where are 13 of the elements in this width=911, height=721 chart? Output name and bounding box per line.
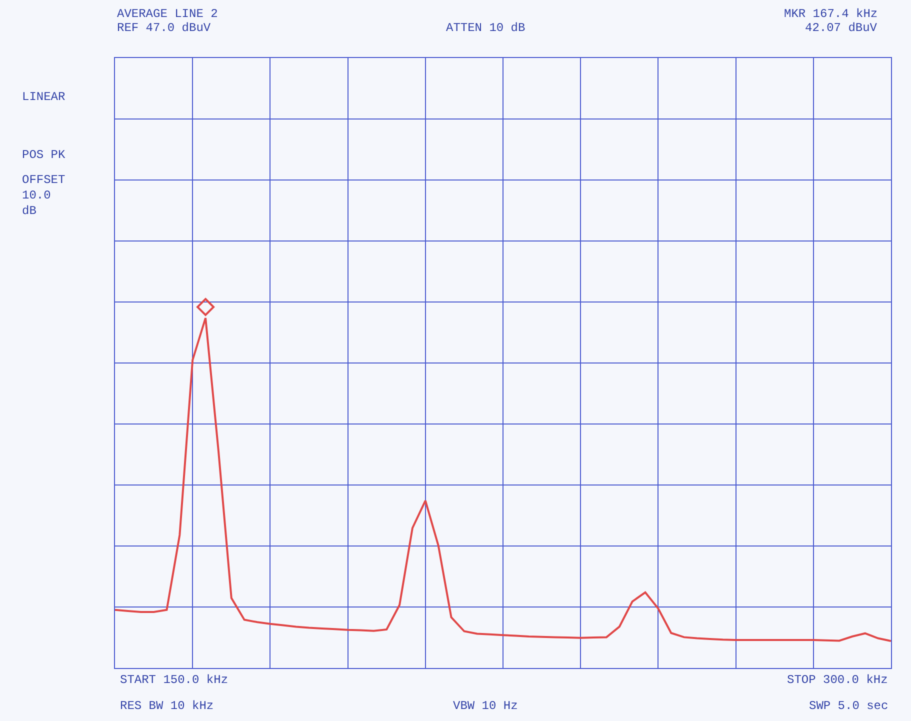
text: POS PK (22, 148, 66, 162)
text: REF 47.0 dBuV (117, 21, 212, 35)
text: SWP 5.0 sec (809, 699, 888, 713)
text: RES BW 10 kHz (120, 699, 214, 713)
text: VBW 10 Hz (453, 699, 518, 713)
text: ATTEN 10 dB (446, 21, 526, 35)
text: OFFSET 10.0 dB (22, 173, 66, 218)
text: LINEAR (22, 90, 66, 104)
text: 42.07 dBuV (805, 21, 878, 35)
text: STOP 300.0 kHz (787, 673, 888, 687)
text: START 150.0 kHz (120, 673, 228, 687)
text: AVERAGE LINE 2 (117, 7, 218, 21)
text: MKR 167.4 kHz (784, 7, 878, 21)
